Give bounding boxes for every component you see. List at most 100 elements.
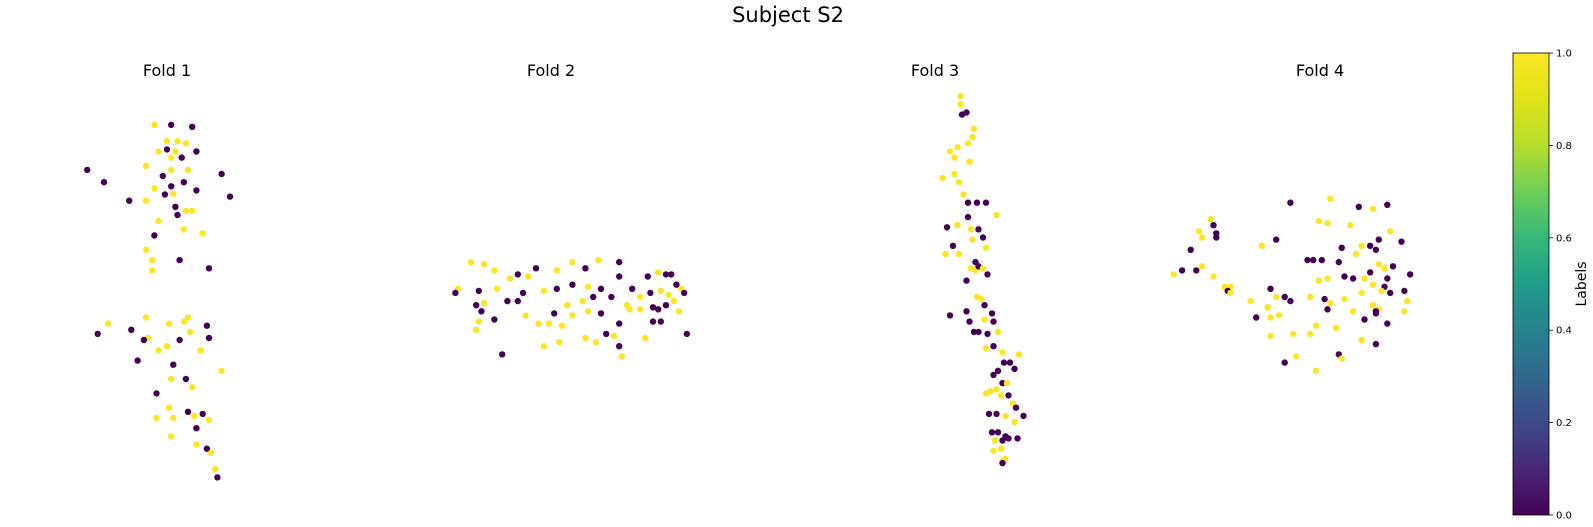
scatter-point <box>522 312 529 319</box>
scatter-point <box>1347 222 1354 229</box>
scatter-point <box>967 226 975 233</box>
scatter-point <box>142 162 150 169</box>
scatter-point <box>205 265 213 272</box>
scatter-point <box>151 121 158 128</box>
colorbar-tick-label: 1.0 <box>1556 49 1572 60</box>
colorbar-tick-label: 0.6 <box>1556 233 1572 244</box>
scatter-point <box>1349 275 1357 282</box>
scatter-point <box>668 271 675 278</box>
scatter-point <box>964 199 972 206</box>
scatter-point <box>1290 330 1297 338</box>
scatter-point <box>616 258 623 266</box>
scatter-point <box>990 447 997 454</box>
scatter-point <box>1307 293 1314 301</box>
scatter-point <box>569 312 576 319</box>
scatter-point <box>1378 287 1385 295</box>
scatter-point <box>1401 287 1408 295</box>
scatter-point <box>94 330 101 338</box>
scatter-point <box>1187 246 1194 253</box>
scatter-point <box>180 226 187 233</box>
scatter-point <box>1361 316 1368 323</box>
scatter-point <box>475 318 482 325</box>
scatter-point <box>226 193 234 200</box>
scatter-point <box>1369 281 1377 288</box>
scatter-panel-2: Fold 2 <box>452 61 690 360</box>
scatter-point <box>569 281 576 288</box>
scatter-point <box>970 125 978 133</box>
scatter-point <box>955 179 963 186</box>
scatter-point <box>946 148 954 155</box>
scatter-point <box>191 412 198 420</box>
scatter-point <box>990 318 997 325</box>
scatter-point <box>985 410 993 418</box>
scatter-point <box>170 361 177 368</box>
scatter-point <box>608 293 615 301</box>
scatter-point <box>969 133 976 141</box>
scatter-point <box>506 275 514 282</box>
scatter-point <box>1198 234 1206 241</box>
scatter-point <box>964 213 972 221</box>
scatter-point <box>942 250 949 258</box>
scatter-point <box>1006 359 1014 366</box>
scatter-point <box>670 297 677 305</box>
scatter-point <box>558 322 566 329</box>
scatter-point <box>1406 271 1414 278</box>
scatter-point <box>993 410 1000 418</box>
scatter-point <box>140 336 148 344</box>
scatter-point <box>1267 332 1274 340</box>
scatter-point <box>665 291 672 299</box>
scatter-point <box>1404 297 1411 305</box>
scatter-point <box>142 314 150 321</box>
colorbar-tick-label: 0.4 <box>1556 326 1572 337</box>
scatter-point <box>514 271 521 278</box>
scatter-point <box>193 425 200 432</box>
scatter-point <box>1389 263 1397 270</box>
scatter-point <box>163 138 171 145</box>
scatter-point <box>149 256 156 264</box>
scatter-point <box>1381 265 1388 272</box>
scatter-point <box>655 269 662 276</box>
scatter-point <box>1372 310 1380 317</box>
scatter-point <box>618 353 625 360</box>
scatter-point <box>540 343 547 350</box>
scatter-point <box>1304 256 1311 264</box>
colorbar-label: Labels <box>1574 261 1590 306</box>
scatter-point <box>1358 242 1365 249</box>
scatter-point <box>603 330 610 338</box>
scatter-point <box>957 101 964 108</box>
scatter-point <box>478 308 485 315</box>
scatter-point <box>168 166 175 174</box>
scatter-point <box>165 404 173 411</box>
scatter-point <box>1273 236 1280 243</box>
scatter-point <box>569 258 576 266</box>
scatter-point <box>655 306 662 313</box>
scatter-point <box>973 199 981 206</box>
scatter-point <box>960 191 967 198</box>
scatter-point <box>168 154 175 161</box>
scatter-point <box>1321 295 1328 303</box>
scatter-point <box>176 336 183 344</box>
scatter-point <box>1011 418 1018 426</box>
scatter-point <box>584 308 592 315</box>
scatter-point <box>1292 353 1300 360</box>
scatter-point <box>1358 289 1365 297</box>
scatter-point <box>616 343 623 350</box>
scatter-point <box>1375 261 1383 268</box>
scatter-point <box>1011 365 1018 372</box>
scatter-point <box>1324 220 1331 227</box>
scatter-point <box>1387 289 1394 297</box>
scatter-point <box>142 246 150 253</box>
scatter-point <box>480 261 488 268</box>
scatter-point <box>172 203 179 210</box>
scatter-point <box>1375 236 1383 243</box>
scatter-point <box>975 328 982 336</box>
scatter-point <box>1341 295 1348 303</box>
scatter-point <box>1207 215 1214 223</box>
scatter-point <box>161 191 169 198</box>
colorbar-tick-label: 0.2 <box>1556 418 1572 429</box>
scatter-point <box>514 297 521 305</box>
scatter-point <box>610 332 618 340</box>
colorbar-tick-label: 0.0 <box>1556 511 1572 522</box>
scatter-point <box>636 293 644 301</box>
scatter-point <box>84 166 91 174</box>
